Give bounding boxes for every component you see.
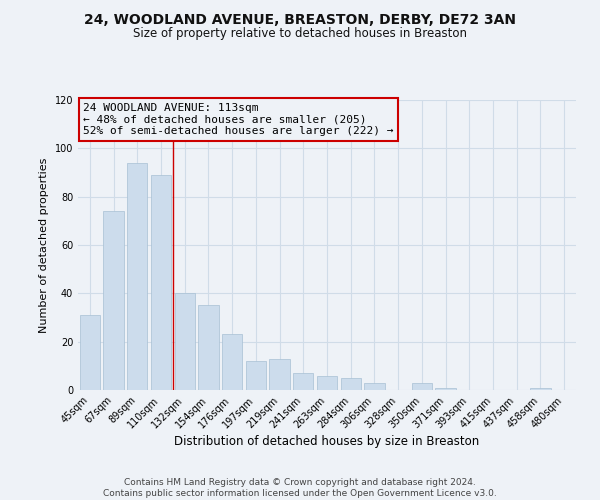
Bar	[175, 294, 195, 390]
Bar	[222, 334, 242, 390]
Bar	[436, 388, 455, 390]
Bar	[269, 358, 290, 390]
Text: Contains HM Land Registry data © Crown copyright and database right 2024.
Contai: Contains HM Land Registry data © Crown c…	[103, 478, 497, 498]
Y-axis label: Number of detached properties: Number of detached properties	[39, 158, 49, 332]
Bar	[412, 383, 432, 390]
Bar	[199, 306, 218, 390]
Bar	[293, 373, 313, 390]
Bar	[151, 175, 171, 390]
Bar	[80, 315, 100, 390]
Text: 24, WOODLAND AVENUE, BREASTON, DERBY, DE72 3AN: 24, WOODLAND AVENUE, BREASTON, DERBY, DE…	[84, 12, 516, 26]
Bar	[127, 163, 148, 390]
Bar	[530, 388, 551, 390]
Text: Size of property relative to detached houses in Breaston: Size of property relative to detached ho…	[133, 28, 467, 40]
Bar	[341, 378, 361, 390]
Bar	[103, 211, 124, 390]
Bar	[364, 383, 385, 390]
X-axis label: Distribution of detached houses by size in Breaston: Distribution of detached houses by size …	[175, 435, 479, 448]
Bar	[317, 376, 337, 390]
Text: 24 WOODLAND AVENUE: 113sqm
← 48% of detached houses are smaller (205)
52% of sem: 24 WOODLAND AVENUE: 113sqm ← 48% of deta…	[83, 103, 394, 136]
Bar	[246, 361, 266, 390]
